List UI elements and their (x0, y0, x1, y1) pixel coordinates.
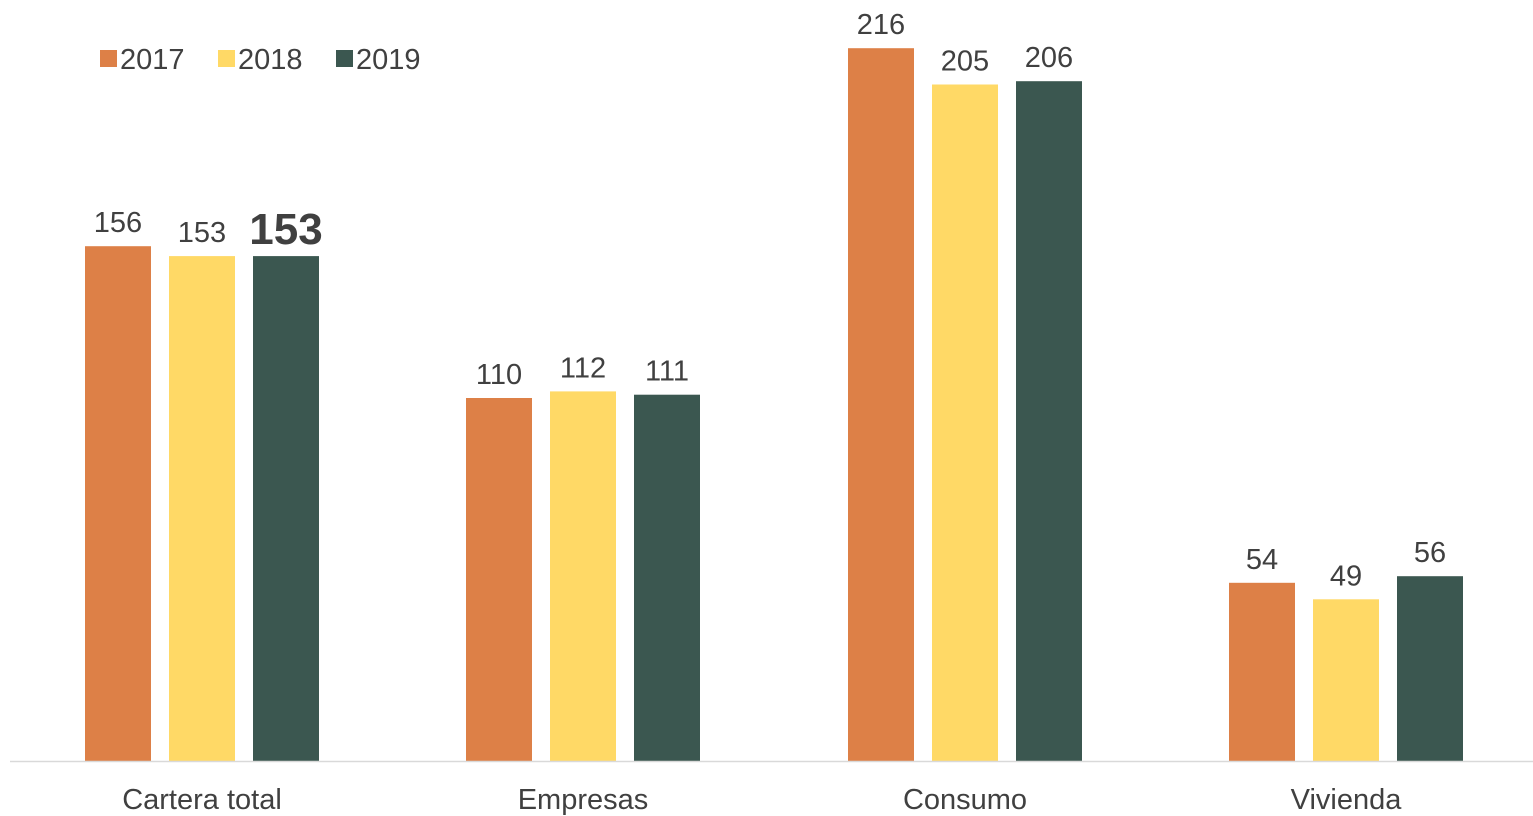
data-labels: 156 153 153 110 112 111 216 205 206 54 49 56 (94, 9, 1446, 592)
bar-2017-3 (1229, 582, 1295, 761)
bar-2019-2 (1016, 81, 1082, 761)
bars (85, 48, 1463, 761)
data-label-2019-0: 153 (249, 205, 322, 254)
bar-2017-1 (466, 398, 532, 761)
x-tick-label-0: Cartera total (122, 784, 282, 816)
data-label-2017-2: 216 (857, 9, 905, 41)
legend-label-2019: 2019 (356, 44, 421, 76)
data-label-2018-3: 49 (1330, 560, 1362, 592)
legend-swatch-2017 (100, 50, 117, 67)
bar-2019-0 (253, 256, 319, 761)
bar-2018-2 (932, 84, 998, 761)
bar-2018-3 (1313, 599, 1379, 761)
x-tick-label-2: Consumo (903, 784, 1027, 816)
bar-2018-1 (550, 391, 616, 761)
x-tick-label-1: Empresas (518, 784, 649, 816)
data-label-2018-0: 153 (178, 217, 226, 249)
legend: 2017 2018 2019 (100, 44, 421, 76)
legend-swatch-2018 (218, 50, 235, 67)
data-label-2018-1: 112 (560, 352, 606, 384)
bar-2017-0 (85, 246, 151, 761)
bar-2017-2 (848, 48, 914, 761)
data-label-2017-1: 110 (476, 359, 522, 391)
data-label-2019-1: 111 (645, 356, 689, 388)
data-label-2019-3: 56 (1414, 537, 1446, 569)
data-label-2017-0: 156 (94, 207, 142, 239)
legend-swatch-2019 (336, 50, 353, 67)
data-label-2019-2: 206 (1025, 42, 1073, 74)
x-tick-label-3: Vivienda (1291, 784, 1403, 816)
x-axis-ticks: Cartera total Empresas Consumo Vivienda (122, 784, 1402, 816)
legend-label-2018: 2018 (238, 44, 303, 76)
data-label-2018-2: 205 (941, 46, 989, 78)
bar-2019-1 (634, 394, 700, 761)
bar-2019-3 (1397, 576, 1463, 761)
legend-label-2017: 2017 (120, 44, 185, 76)
data-label-2017-3: 54 (1246, 544, 1278, 576)
bar-2018-0 (169, 256, 235, 761)
